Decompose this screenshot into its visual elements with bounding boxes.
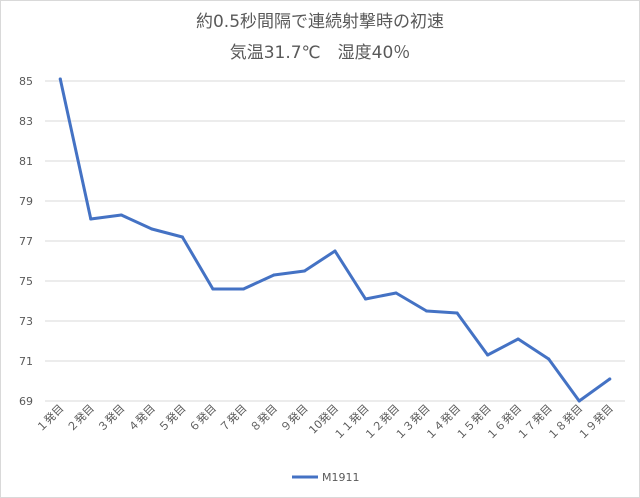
y-tick-label: 81 — [19, 155, 33, 168]
x-tick-label: ７発目 — [216, 401, 249, 434]
data-point — [486, 353, 490, 357]
data-point — [89, 217, 93, 221]
data-point — [180, 235, 184, 239]
data-point — [150, 227, 154, 231]
data-point — [516, 337, 520, 341]
x-tick-label: ５発目 — [155, 401, 188, 434]
data-point — [333, 249, 337, 253]
data-point — [425, 309, 429, 313]
data-point — [547, 357, 551, 361]
x-tick-label: ２発目 — [64, 401, 97, 434]
x-tick-label: ４発目 — [125, 401, 158, 434]
legend-label: M1911 — [322, 471, 360, 484]
data-point — [119, 213, 123, 217]
series-line-M1911 — [58, 77, 612, 403]
data-point — [241, 287, 245, 291]
y-tick-label: 77 — [19, 235, 33, 248]
data-point — [608, 377, 612, 381]
y-tick-label: 83 — [19, 115, 33, 128]
data-point — [211, 287, 215, 291]
y-tick-label: 73 — [19, 315, 33, 328]
x-tick-label: ６発目 — [186, 401, 219, 434]
x-tick-label: １発目 — [33, 401, 66, 434]
y-tick-label: 69 — [19, 395, 33, 408]
x-tick-label: ３発目 — [94, 401, 127, 434]
data-point — [364, 297, 368, 301]
data-point — [394, 291, 398, 295]
chart-title: 約0.5秒間隔で連続射撃時の初速 — [195, 12, 445, 32]
y-tick-label: 79 — [19, 195, 33, 208]
y-tick-label: 71 — [19, 355, 33, 368]
chart-subtitle: 気温31.7℃ 湿度40％ — [229, 43, 411, 63]
data-point — [577, 399, 581, 403]
data-point — [58, 77, 62, 81]
x-tick-label: ９発目 — [277, 401, 310, 434]
data-point — [455, 311, 459, 315]
y-tick-label: 75 — [19, 275, 33, 288]
y-tick-label: 85 — [19, 75, 33, 88]
data-point — [272, 273, 276, 277]
x-tick-label: ８発目 — [247, 401, 280, 434]
data-point — [302, 269, 306, 273]
